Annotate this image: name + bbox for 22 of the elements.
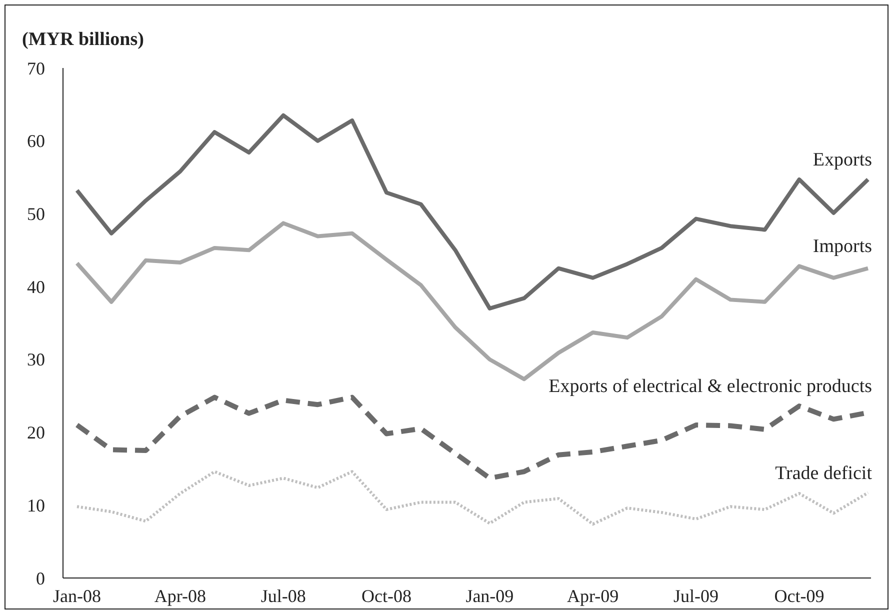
- x-tick-label: Jul-08: [260, 586, 306, 606]
- y-tick-label: 30: [27, 350, 45, 370]
- x-tick-label: Oct-08: [362, 586, 412, 606]
- y-tick-label: 20: [27, 422, 45, 443]
- x-tick-label: Jan-09: [466, 586, 514, 606]
- y-tick-label: 0: [36, 568, 45, 588]
- y-tick-label: 70: [27, 58, 45, 78]
- y-tick-label: 50: [27, 204, 45, 224]
- y-axis-title: (MYR billions): [22, 29, 144, 50]
- x-tick-label: Jan-08: [53, 586, 101, 606]
- x-tick-label: Oct-09: [774, 586, 824, 606]
- x-tick-label: Apr-09: [567, 586, 619, 606]
- line-series: [75, 113, 870, 310]
- series-label: Exports of electrical & electronic products: [548, 376, 872, 398]
- y-tick-label: 60: [27, 131, 45, 152]
- y-tick-label: 10: [27, 495, 45, 516]
- series-label: Exports: [812, 149, 872, 170]
- x-tick-label: Jul-09: [674, 586, 719, 606]
- series-label: Imports: [812, 236, 872, 258]
- x-tick-label: Apr-08: [154, 586, 206, 606]
- series-label: Trade deficit: [775, 462, 873, 484]
- y-tick-label: 40: [27, 276, 45, 297]
